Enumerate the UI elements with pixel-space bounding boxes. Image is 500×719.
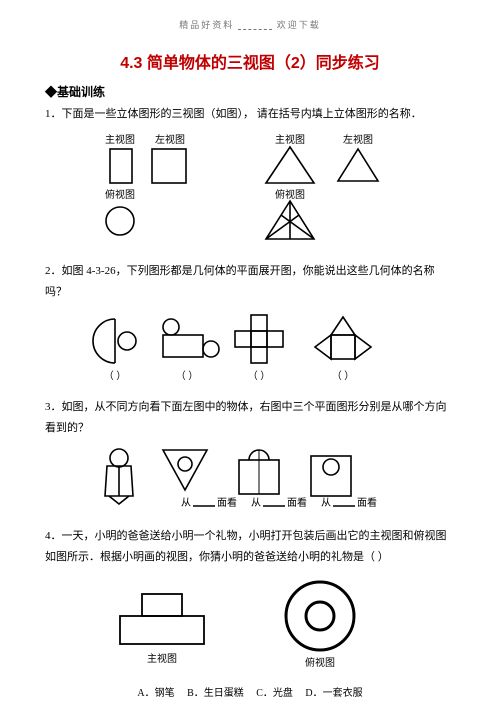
svg-text:主视图: 主视图 [105,133,135,146]
svg-text:主视图: 主视图 [147,652,177,665]
svg-text:（ ）: （ ） [104,370,127,382]
svg-text:从: 从 [251,498,261,509]
q3-svg: 从 面看 从 面看 从 面看 [85,444,415,516]
q2-num: 2． [45,265,62,277]
opt-d: D．一套衣服 [305,688,362,699]
q1-num: 1． [45,108,62,120]
q3-num: 3． [45,401,62,413]
q3-text: 如图，从不同方向看下面左图中的物体，右图中三个平面图形分别是从哪个方向看到的？ [45,401,447,434]
q1-svg: 主视图 左视图 俯视图 主视图 左视图 俯视图 [80,131,420,251]
svg-text:（ ）: （ ） [176,370,199,382]
q2-text: 如图 4-3-26，下列图形都是几何体的平面展开图，你能说出这些几何体的名称吗？ [45,265,435,298]
q2-svg: （ ） （ ） （ ） （ ） [85,309,415,387]
q4-text: 一天，小明的爸爸送给小明一个礼物，小明打开包装后画出它的主视图和俯视图如图所示．… [45,530,447,563]
q4-figures: 主视图 俯视图 [45,574,455,674]
opt-c: C．光盘 [256,688,293,699]
doc-header: 精品好资料 欢迎下载 [45,18,455,31]
svg-text:（ ）: （ ） [332,370,355,382]
header-left: 精品好资料 [179,20,234,30]
q4-svg: 主视图 俯视图 [100,574,400,674]
svg-text:面看: 面看 [287,496,307,509]
q3-figures: 从 面看 从 面看 从 面看 [45,444,455,516]
question-1: 1．下面是一些立体图形的三视图（如图）， 请在括号内填上立体图形的名称． [45,104,455,125]
q2-figures: （ ） （ ） （ ） （ ） [45,309,455,387]
section-basic: ◆基础训练 [45,83,455,100]
svg-text:（ ）: （ ） [248,370,271,382]
header-right: 欢迎下载 [277,20,321,30]
question-4: 4．一天，小明的爸爸送给小明一个礼物，小明打开包装后画出它的主视图和俯视图如图所… [45,526,455,568]
page: 精品好资料 欢迎下载 4.3 简单物体的三视图（2）同步练习 ◆基础训练 1．下… [0,0,500,719]
opt-a: A．钢笔 [137,688,174,699]
q1-figures: 主视图 左视图 俯视图 主视图 左视图 俯视图 [45,131,455,251]
q1-text: 下面是一些立体图形的三视图（如图）， 请在括号内填上立体图形的名称． [62,108,422,120]
svg-text:俯视图: 俯视图 [305,656,335,669]
svg-text:左视图: 左视图 [343,133,373,146]
question-3: 3．如图，从不同方向看下面左图中的物体，右图中三个平面图形分别是从哪个方向看到的… [45,397,455,439]
svg-text:面看: 面看 [357,496,377,509]
svg-text:从: 从 [321,498,331,509]
opt-b: B．生日蛋糕 [187,688,244,699]
svg-text:主视图: 主视图 [275,133,305,146]
question-2: 2．如图 4-3-26，下列图形都是几何体的平面展开图，你能说出这些几何体的名称… [45,261,455,303]
svg-text:左视图: 左视图 [155,133,185,146]
q4-options: A．钢笔 B．生日蛋糕 C．光盘 D．一套衣服 [45,684,455,699]
q4-num: 4． [45,530,62,542]
svg-text:从: 从 [181,498,191,509]
header-divider [239,20,273,30]
svg-text:面看: 面看 [217,496,237,509]
page-title: 4.3 简单物体的三视图（2）同步练习 [45,49,455,73]
svg-text:俯视图: 俯视图 [275,188,305,201]
svg-text:俯视图: 俯视图 [105,188,135,201]
